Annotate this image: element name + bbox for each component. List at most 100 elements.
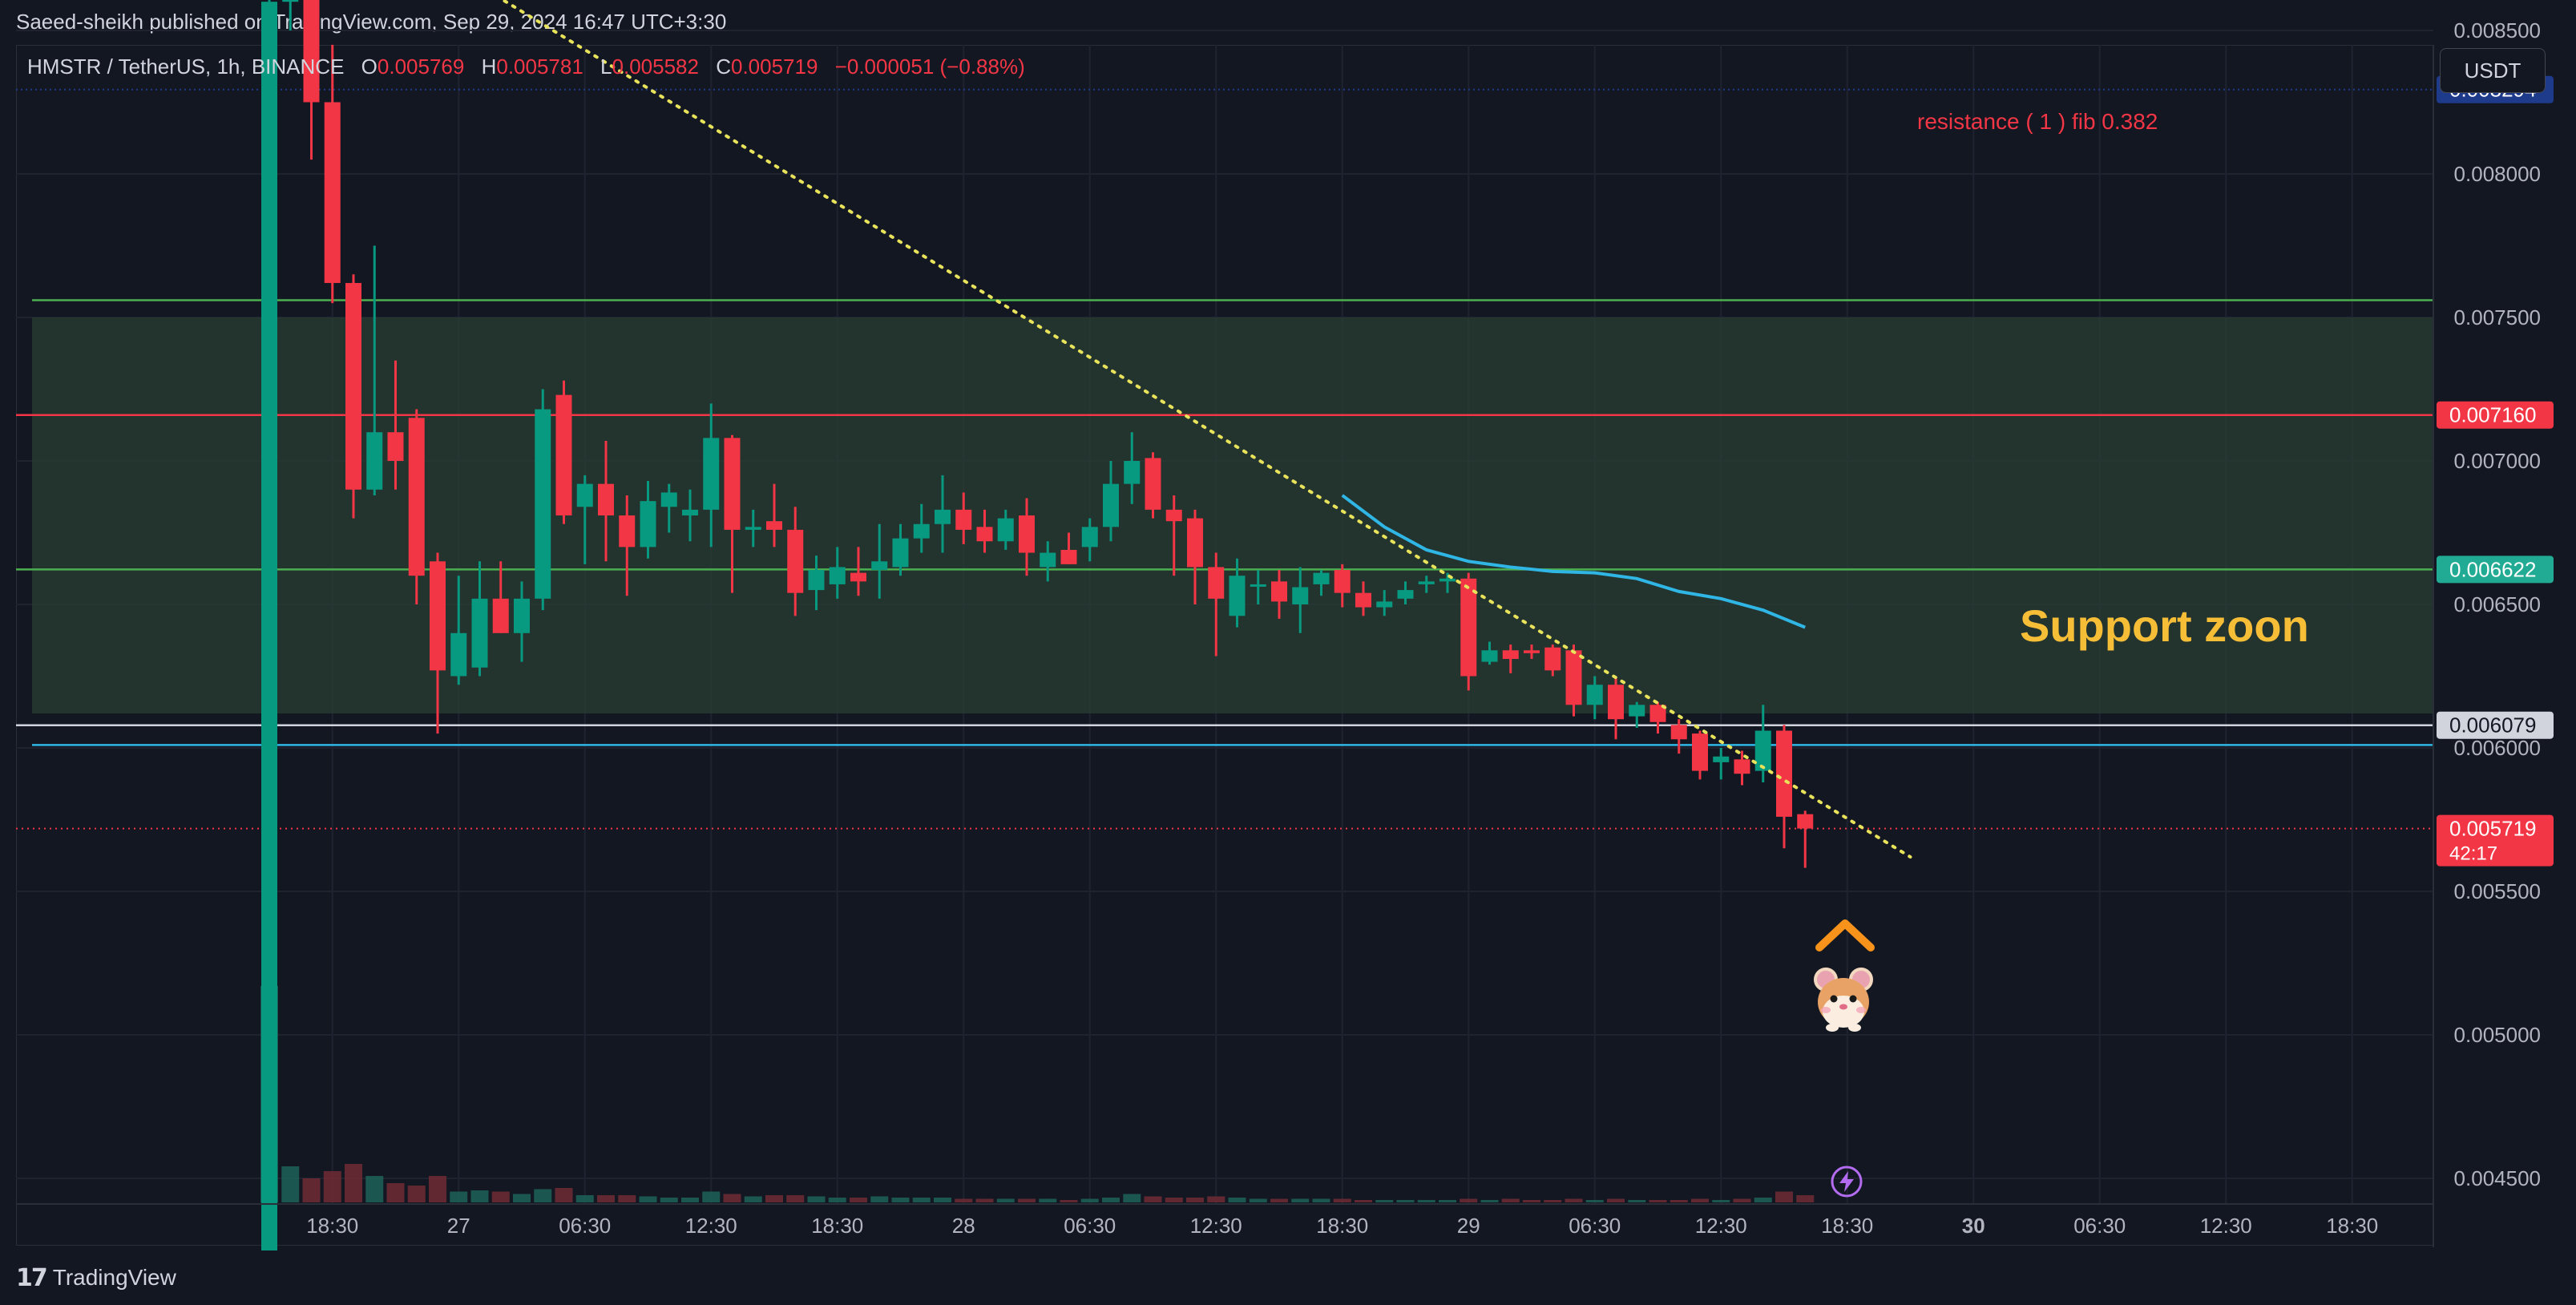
price-tag-label: 0.006622 (2449, 557, 2536, 581)
volume-bar (597, 1195, 615, 1202)
candle-body (1692, 733, 1708, 771)
x-tick-label: 27 (447, 1214, 470, 1238)
candle-body (555, 394, 572, 516)
volume-bar (996, 1198, 1015, 1202)
candle-body (1019, 515, 1035, 553)
candle-body (1586, 685, 1603, 705)
candle-body (619, 515, 636, 547)
volume-bar (1691, 1198, 1709, 1202)
support-zone-label: Support zoon (2020, 600, 2309, 651)
x-tick-label: 18:30 (811, 1214, 863, 1238)
candle-body (1670, 725, 1687, 740)
x-tick-label: 18:30 (2326, 1214, 2378, 1238)
candle-body (408, 418, 425, 576)
candle-body (660, 492, 677, 507)
volume-bar (1228, 1198, 1246, 1202)
candle-body (892, 538, 909, 568)
x-tick-label: 12:30 (2200, 1214, 2252, 1238)
volume-bar (1501, 1198, 1520, 1202)
low-value: 0.005582 (612, 55, 699, 79)
candle-body (955, 509, 972, 530)
price-tag-label: 0.007160 (2449, 403, 2536, 427)
candle-body (598, 483, 614, 516)
volume-bar (1355, 1200, 1372, 1202)
volume-bar (470, 1190, 489, 1202)
candle-body (1060, 549, 1077, 564)
volume-bar (765, 1195, 783, 1202)
candle-body (787, 529, 804, 593)
volume-bar (513, 1194, 531, 1202)
candle-body (703, 438, 720, 510)
volume-bar (429, 1176, 446, 1202)
candle-body (1187, 518, 1203, 568)
candle-body (1502, 650, 1519, 660)
price-tag-label: 0.006079 (2449, 713, 2536, 737)
candle-body (1608, 685, 1624, 720)
candle-body (1397, 590, 1414, 599)
candle-body (1040, 552, 1056, 568)
volume-bar (891, 1198, 910, 1202)
price-axis-area (2433, 45, 2562, 1247)
candle-body (366, 432, 383, 490)
symbol-name: HMSTR / TetherUS, 1h, BINANCE (27, 55, 345, 79)
volume-bar (786, 1195, 805, 1202)
volume-bar (639, 1196, 657, 1202)
x-tick-label: 12:30 (1190, 1214, 1242, 1238)
y-tick-label: 0.008500 (2454, 18, 2541, 42)
volume-bar (1544, 1200, 1562, 1202)
volume-bar (1291, 1198, 1310, 1202)
candle-body (1355, 592, 1371, 608)
volume-bar (975, 1198, 994, 1202)
volume-bar (828, 1198, 846, 1202)
volume-bar (1207, 1196, 1225, 1202)
low-label: L (600, 55, 612, 79)
open-label: O (361, 55, 378, 79)
volume-bar (1754, 1198, 1772, 1202)
high-label: H (481, 55, 497, 79)
candle-body (1292, 587, 1309, 604)
candle-body (808, 570, 825, 591)
volume-bar (1670, 1200, 1688, 1202)
x-tick-label: 18:30 (306, 1214, 358, 1238)
y-tick-label: 0.005500 (2454, 879, 2541, 903)
volume-bar (618, 1195, 636, 1202)
currency-button[interactable]: USDT (2440, 48, 2546, 93)
candle-body (850, 572, 866, 582)
candle-body (1629, 705, 1645, 717)
candle-body (492, 598, 509, 633)
candle-body (1713, 756, 1730, 762)
candle-body (1081, 527, 1098, 547)
candle-body (1439, 578, 1456, 582)
candle-body (1313, 572, 1330, 584)
trendline (499, 0, 1912, 859)
candle-body (303, 0, 320, 103)
candle-body (1208, 567, 1225, 599)
candle-body (1649, 705, 1666, 722)
volume-bar (281, 1166, 300, 1202)
volume-bar (1733, 1198, 1751, 1202)
candle-body (514, 598, 530, 633)
candle-body (997, 518, 1014, 542)
candle-body (1734, 759, 1750, 774)
candle-body (1271, 581, 1287, 602)
x-tick-label: 18:30 (1316, 1214, 1368, 1238)
candle-body (871, 561, 888, 571)
volume-bar (1333, 1198, 1351, 1202)
x-tick-label: 06:30 (1064, 1214, 1116, 1238)
price-chart[interactable]: 0.0090000.0085000.0080000.0075000.007000… (0, 0, 2576, 1250)
volume-bar (450, 1191, 468, 1202)
candle-body (471, 598, 488, 668)
hamster-icon (1814, 968, 1873, 1032)
candle-body (1124, 461, 1141, 484)
volume-bar (1417, 1200, 1435, 1202)
candle-body (1103, 483, 1119, 527)
tradingview-logo-icon: 17 (16, 1263, 48, 1292)
y-tick-label: 0.007000 (2454, 449, 2541, 473)
flash-icon[interactable] (1829, 1164, 1864, 1199)
candle-body (324, 102, 341, 284)
volume-bar (1607, 1198, 1625, 1202)
volume-bar (1712, 1200, 1730, 1202)
volume-bar (345, 1164, 362, 1202)
volume-bar (912, 1198, 931, 1202)
candle-body (345, 283, 361, 490)
